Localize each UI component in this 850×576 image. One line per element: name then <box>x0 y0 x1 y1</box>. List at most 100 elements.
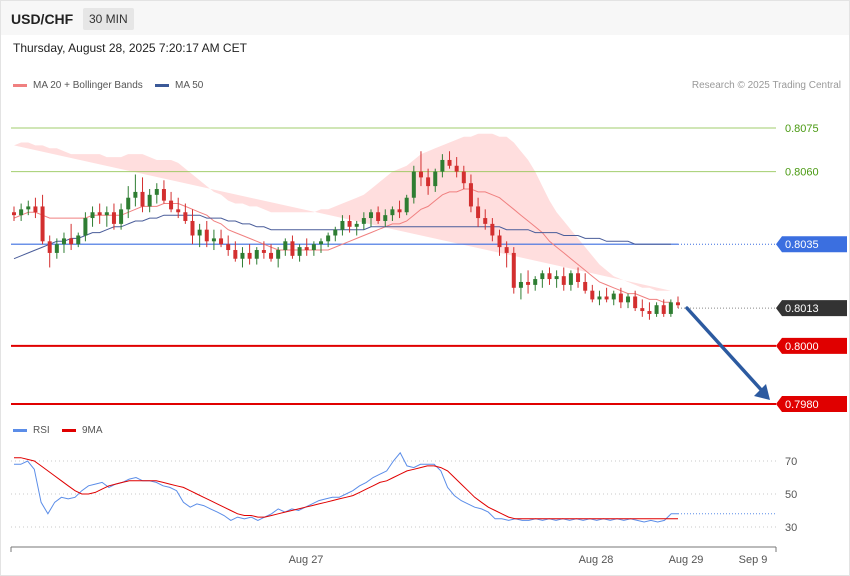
candle-body <box>347 220 352 227</box>
current-label-box <box>776 300 847 317</box>
candle-body <box>554 276 559 280</box>
candle <box>261 241 266 259</box>
candle <box>576 267 581 288</box>
x-tick-label: Aug 29 <box>669 554 704 566</box>
candle <box>554 270 559 288</box>
candle <box>104 206 109 227</box>
credit-text: Research © 2025 Trading Central <box>691 80 841 91</box>
candle-body <box>269 252 274 259</box>
candle-body <box>126 197 131 210</box>
candle-body <box>640 308 645 312</box>
candle <box>533 276 538 291</box>
candle-body <box>540 273 545 280</box>
candle-body <box>547 273 552 280</box>
legend-rsi-ma: 9MA <box>62 425 103 436</box>
x-tick-label: Aug 27 <box>289 554 324 566</box>
candle <box>33 197 38 219</box>
legend-rsi-swatch <box>13 429 27 432</box>
candle <box>490 218 495 242</box>
candle <box>626 293 631 309</box>
candle-body <box>211 238 216 242</box>
resistance-label: 0.8075 <box>785 123 819 135</box>
candle <box>447 151 452 169</box>
candle-body <box>668 302 673 314</box>
candle-body <box>19 209 24 216</box>
candle-body <box>147 194 152 207</box>
candle-body <box>626 296 631 303</box>
legend-ma20: MA 20 + Bollinger Bands <box>13 80 143 91</box>
candle <box>597 290 602 306</box>
candle <box>526 270 531 294</box>
candle <box>133 174 138 207</box>
candle <box>119 203 124 230</box>
candle <box>497 229 502 256</box>
candle-body <box>69 238 74 245</box>
candle <box>476 197 481 227</box>
candle-body <box>647 311 652 314</box>
candle-body <box>290 241 295 256</box>
candle <box>226 235 231 256</box>
candle-body <box>254 250 259 259</box>
support-label: 0.7980 <box>785 399 819 411</box>
rsi-tick-label: 30 <box>785 522 797 534</box>
candle-body <box>397 209 402 213</box>
candle-body <box>433 171 438 187</box>
candle <box>161 180 166 204</box>
candle-body <box>133 191 138 198</box>
candle-body <box>576 273 581 282</box>
price-labels: 0.8075 0.8060 0.8035 0.8013 0.8000 0.7980 <box>776 123 847 412</box>
chart-datetime: Thursday, August 28, 2025 7:20:17 AM CET <box>13 41 247 55</box>
candle-body <box>404 197 409 213</box>
candle <box>376 206 381 224</box>
rsi-ma-line <box>14 457 678 520</box>
legend-ma50: MA 50 <box>155 80 203 91</box>
candle <box>468 174 473 213</box>
candle <box>340 215 345 236</box>
candle <box>347 215 352 233</box>
candle <box>676 296 680 309</box>
candle-body <box>169 200 174 210</box>
candle <box>147 189 152 213</box>
candle <box>47 235 52 268</box>
candle <box>219 229 224 248</box>
candle <box>590 284 595 303</box>
candle <box>76 232 81 248</box>
candle <box>404 194 409 216</box>
timeframe-button[interactable]: 30 MIN <box>83 8 134 30</box>
ma20-line <box>13 188 671 303</box>
candle-body <box>340 220 345 230</box>
candle-body <box>47 241 52 253</box>
candle-body <box>154 189 159 195</box>
candle-body <box>411 171 416 198</box>
candle-body <box>33 206 38 213</box>
x-axis: Aug 27 Aug 28 Aug 29 Sep 9 <box>10 546 777 566</box>
candle <box>611 290 616 306</box>
candle-body <box>568 273 573 285</box>
candle <box>390 206 395 221</box>
candle-body <box>561 276 566 285</box>
candle-body <box>468 183 473 207</box>
candle-body <box>233 250 238 259</box>
candle <box>111 203 116 230</box>
candle-body <box>618 293 623 303</box>
projection-arrow <box>685 306 770 400</box>
candle <box>461 165 466 190</box>
candle <box>290 235 295 259</box>
candle-body <box>54 244 59 253</box>
candle-body <box>440 159 445 172</box>
candle-body <box>183 212 188 221</box>
rsi-tick-label: 70 <box>785 456 797 468</box>
candle-body <box>447 159 452 166</box>
candle <box>19 203 24 221</box>
candle <box>311 241 316 256</box>
candle <box>304 238 309 256</box>
candle <box>583 273 588 294</box>
candle-body <box>283 241 288 251</box>
candle-body <box>40 206 45 242</box>
candle-body <box>97 212 102 216</box>
candle <box>12 206 16 221</box>
rsi-line <box>14 451 678 523</box>
candle-body <box>61 238 66 245</box>
candle-body <box>611 293 616 300</box>
